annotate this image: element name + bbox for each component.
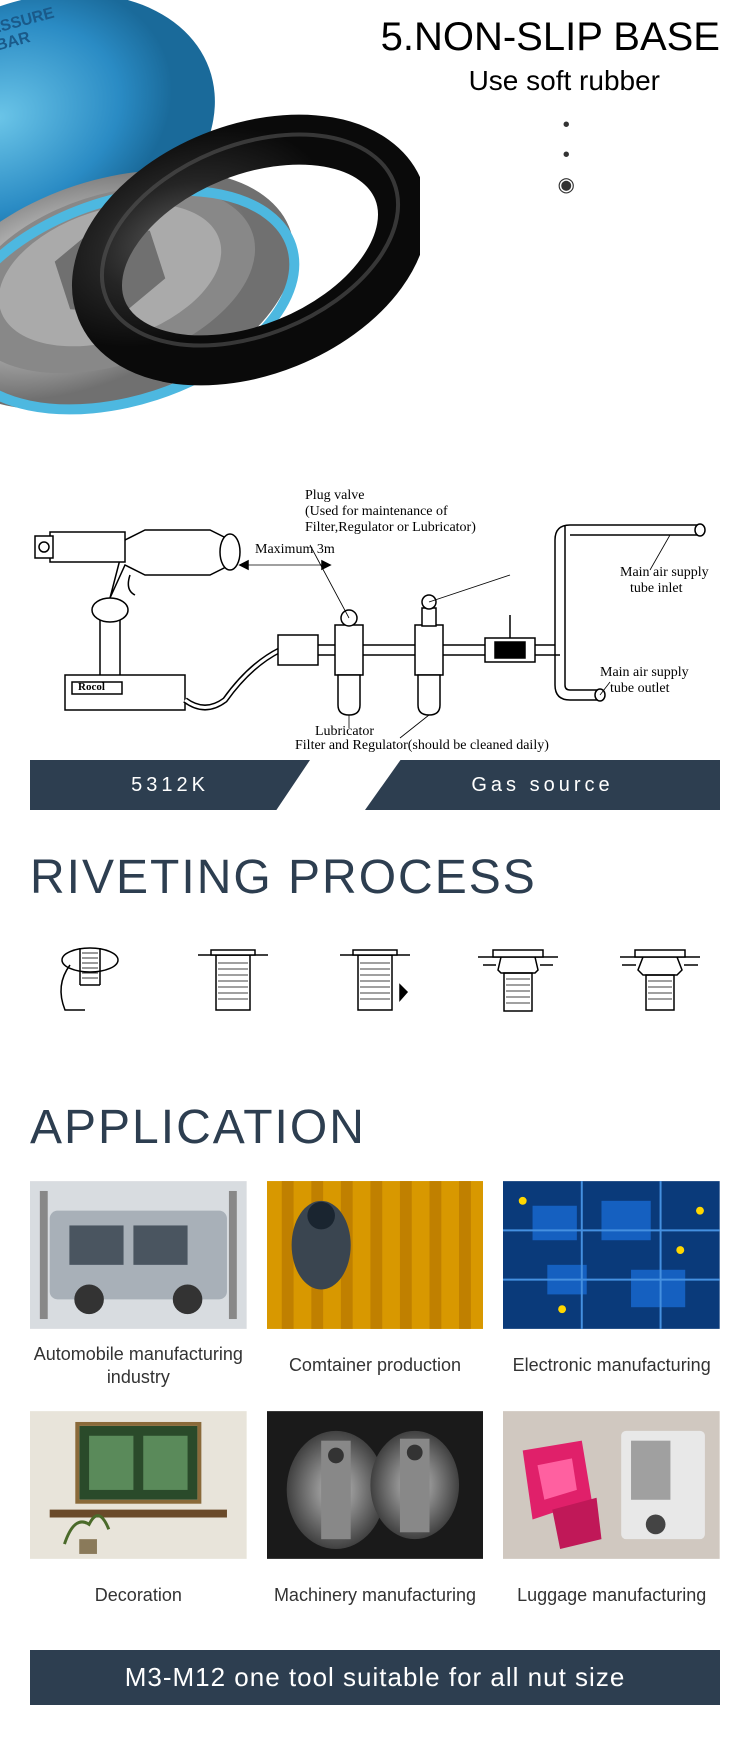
label-outlet1: Main air supply bbox=[600, 665, 689, 681]
app-image-container bbox=[267, 1180, 484, 1330]
process-steps bbox=[30, 930, 720, 1030]
air-supply-diagram: Plug valve (Used for maintenance of Filt… bbox=[30, 470, 720, 750]
app-image-luggage bbox=[503, 1410, 720, 1560]
banner-gas: Gas source bbox=[365, 760, 720, 810]
dot-2[interactable] bbox=[558, 140, 575, 170]
process-heading: RIVETING PROCESS bbox=[30, 850, 720, 905]
application-grid: Automobile manufacturing industry Comtai… bbox=[30, 1180, 720, 1620]
app-label: Decoration bbox=[30, 1572, 247, 1620]
banner-row: 5312K Gas source bbox=[30, 760, 720, 810]
app-item-machinery: Machinery manufacturing bbox=[267, 1410, 484, 1620]
banner-model: 5312K bbox=[30, 760, 310, 810]
feature-title: 5.NON-SLIP BASE bbox=[381, 15, 720, 60]
app-image-decoration bbox=[30, 1410, 247, 1560]
app-item-automobile: Automobile manufacturing industry bbox=[30, 1180, 247, 1390]
label-inlet2: tube inlet bbox=[630, 581, 683, 597]
app-label: Luggage manufacturing bbox=[503, 1572, 720, 1620]
label-filter: Filter and Regulator(should be cleaned d… bbox=[295, 738, 549, 754]
app-image-machinery bbox=[267, 1410, 484, 1560]
carousel-dots bbox=[558, 110, 575, 200]
label-plug-valve: Plug valve bbox=[305, 488, 365, 504]
product-base-image: PRESSURE X 7 BAR bbox=[0, 0, 420, 440]
app-image-automobile bbox=[30, 1180, 247, 1330]
application-heading: APPLICATION bbox=[30, 1100, 720, 1155]
feature-subtitle: Use soft rubber bbox=[469, 65, 660, 97]
process-section: RIVETING PROCESS bbox=[0, 810, 750, 1060]
process-step-4 bbox=[458, 930, 578, 1030]
label-max: Maximum 3m bbox=[255, 542, 335, 558]
label-plug-note2: Filter,Regulator or Lubricator) bbox=[305, 520, 476, 536]
process-step-1 bbox=[30, 930, 150, 1030]
app-label: Comtainer production bbox=[267, 1342, 484, 1390]
label-brand: Rocol bbox=[78, 681, 105, 693]
process-step-3 bbox=[315, 930, 435, 1030]
process-step-5 bbox=[600, 930, 720, 1030]
diagram-section: Plug valve (Used for maintenance of Filt… bbox=[0, 440, 750, 810]
app-label: Electronic manufacturing bbox=[503, 1342, 720, 1390]
application-section: APPLICATION Automobile manufacturing ind… bbox=[0, 1060, 750, 1640]
app-label: Machinery manufacturing bbox=[267, 1572, 484, 1620]
label-inlet1: Main air supply bbox=[620, 565, 709, 581]
dot-1[interactable] bbox=[558, 110, 575, 140]
process-step-2 bbox=[173, 930, 293, 1030]
app-item-decoration: Decoration bbox=[30, 1410, 247, 1620]
feature-section: PRESSURE X 7 BAR 5.NON-SLIP BASE Use sof… bbox=[0, 0, 750, 440]
bottom-banner: M3-M12 one tool suitable for all nut siz… bbox=[30, 1650, 720, 1705]
app-image-electronic bbox=[503, 1180, 720, 1330]
label-outlet2: tube outlet bbox=[610, 681, 670, 697]
app-item-luggage: Luggage manufacturing bbox=[503, 1410, 720, 1620]
dot-3[interactable] bbox=[558, 170, 575, 200]
app-item-container: Comtainer production bbox=[267, 1180, 484, 1390]
app-label: Automobile manufacturing industry bbox=[30, 1342, 247, 1390]
label-plug-note: (Used for maintenance of bbox=[305, 504, 448, 520]
app-item-electronic: Electronic manufacturing bbox=[503, 1180, 720, 1390]
